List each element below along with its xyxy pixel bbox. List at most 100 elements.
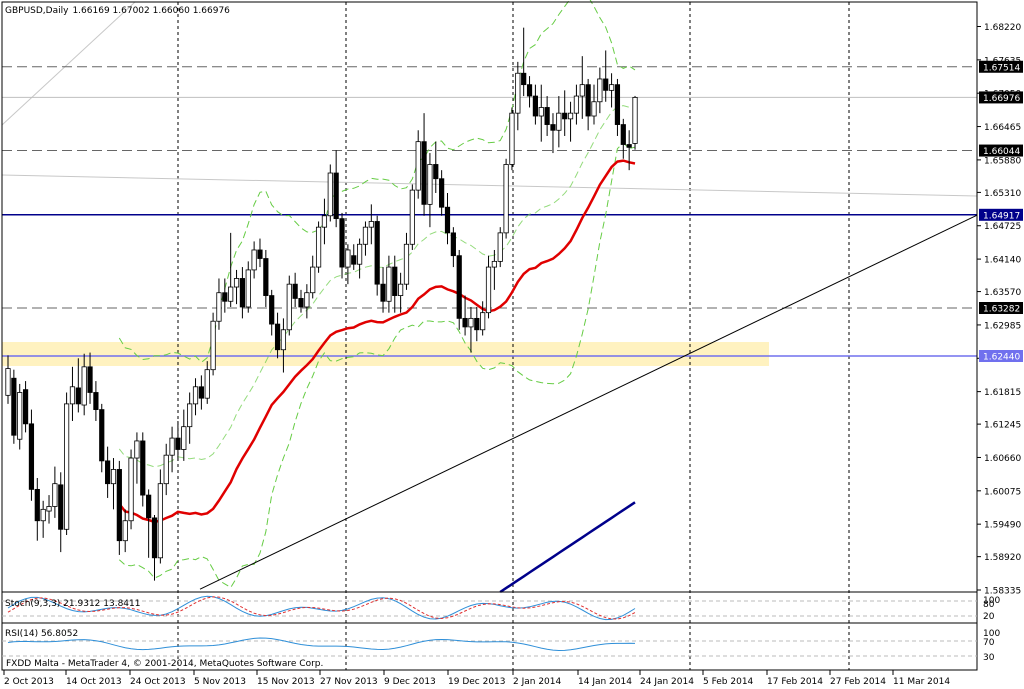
candle-body (134, 440, 140, 459)
candle-body (298, 298, 304, 308)
candle-body (403, 243, 410, 285)
candle-body (579, 84, 585, 97)
time-axis-tick-label: 14 Jan 2014 (578, 677, 632, 687)
time-axis-tick-label: 15 Nov 2013 (257, 677, 315, 687)
candle-body (374, 221, 380, 285)
time-axis-tick-label: 24 Oct 2013 (130, 677, 186, 687)
candle-body (58, 484, 64, 530)
time-axis-tick-label: 19 Dec 2013 (448, 677, 506, 687)
candle-body (614, 84, 621, 125)
candle-body (181, 426, 187, 450)
candle-body (169, 437, 175, 456)
moving-average-long (499, 501, 636, 594)
candle-body (526, 84, 533, 97)
stoch-signal-line (7, 596, 636, 620)
candle-body (175, 437, 181, 450)
candle-body (163, 454, 169, 485)
candle-body (562, 112, 568, 120)
candle-body (439, 178, 445, 208)
candle-body (386, 266, 392, 302)
price-level-label-bg (979, 60, 1023, 73)
candle-body (99, 409, 105, 462)
candle-body (151, 517, 158, 559)
candle-body (280, 329, 287, 351)
candle-body (222, 292, 228, 302)
price-axis-tick-label: 1.65310 (984, 189, 1021, 199)
candle-body (157, 483, 163, 559)
candle-body (632, 97, 638, 144)
moving-averages (118, 159, 636, 594)
candle-body (69, 386, 76, 405)
candle-body (233, 278, 240, 288)
stoch-level-100-label: 100 (983, 596, 1000, 606)
candle-body (274, 323, 281, 351)
stochastic-panel: Stoch(9,3,3) 21.9312 13.8411 100 80 20 (2, 595, 1000, 622)
candle-body (140, 440, 146, 496)
candle-body (315, 226, 322, 268)
candle-body (509, 112, 515, 165)
candle-body (485, 266, 492, 314)
time-axis-tick-label: 27 Feb 2014 (830, 677, 886, 687)
time-axis: 2 Oct 2013 14 Oct 2013 24 Oct 2013 5 Nov 20… (3, 670, 950, 687)
candle-body (368, 221, 374, 228)
candle-body (515, 72, 521, 114)
black-trendline (199, 214, 978, 590)
price-axis-tick-label: 1.58920 (984, 553, 1021, 563)
candle-body (110, 469, 117, 485)
candle-body (292, 283, 298, 299)
candle-body (192, 386, 199, 405)
price-axis-tick-label: 1.58335 (984, 587, 1021, 597)
time-axis-tick-label: 27 Nov 2013 (320, 677, 378, 687)
candle-body (17, 392, 23, 440)
candle-body (433, 164, 439, 180)
candle-body (556, 112, 562, 131)
price-level-label: 1.63282 (983, 305, 1020, 315)
bollinger-band (118, 142, 636, 589)
time-axis-tick-label: 14 Oct 2013 (66, 677, 122, 687)
price-axis-tick-label: 1.65880 (984, 156, 1021, 166)
candle-body (585, 84, 591, 117)
candle-body (550, 124, 556, 131)
candle-body (573, 95, 580, 114)
candle-body (345, 249, 351, 268)
time-axis-tick-label: 5 Feb 2014 (703, 677, 754, 687)
price-axis-tick-label: 1.68220 (984, 23, 1021, 33)
candle-body (398, 283, 404, 296)
candle-body (415, 141, 421, 191)
candle-body (327, 172, 333, 217)
rsi-panel: RSI(14) 56.8052 100 70 30 FXDD Malta - M… (2, 629, 1000, 669)
candle-body (34, 488, 40, 522)
price-level-label-bg (979, 302, 1023, 315)
candle-body (87, 366, 93, 393)
candle-body (40, 508, 46, 522)
price-axis-tick-label: 1.61245 (984, 421, 1021, 431)
time-axis-tick-label: 2 Jan 2014 (513, 677, 561, 687)
rsi-level-100-label: 100 (983, 629, 1000, 639)
candle-body (239, 278, 245, 308)
candle-body (321, 215, 328, 228)
price-axis-tick-label: 1.62985 (984, 321, 1021, 331)
rsi-level-30-label: 30 (983, 653, 995, 663)
price-axis-tick-label: 1.63570 (984, 288, 1021, 298)
candle-body (427, 164, 433, 205)
price-level-label: 1.66976 (983, 94, 1020, 104)
candle-body (52, 483, 58, 507)
time-axis-tick-label: 24 Jan 2014 (640, 677, 694, 687)
candle-body (46, 506, 52, 512)
candle-body (462, 317, 468, 328)
candle-body (122, 520, 128, 542)
candle-body (146, 494, 152, 519)
grey-trendline-upper (1, 1, 136, 126)
price-level-label-bg (979, 350, 1023, 362)
candle-body (11, 377, 17, 436)
candle-body (75, 387, 81, 405)
candlesticks (5, 27, 638, 581)
candle-body (597, 78, 603, 103)
candle-body (64, 403, 70, 530)
candle-body (468, 317, 474, 328)
candle-body (603, 78, 609, 91)
price-level-label: 1.66044 (983, 147, 1020, 157)
price-level-label: 1.62440 (983, 353, 1020, 363)
candle-body (538, 107, 544, 117)
